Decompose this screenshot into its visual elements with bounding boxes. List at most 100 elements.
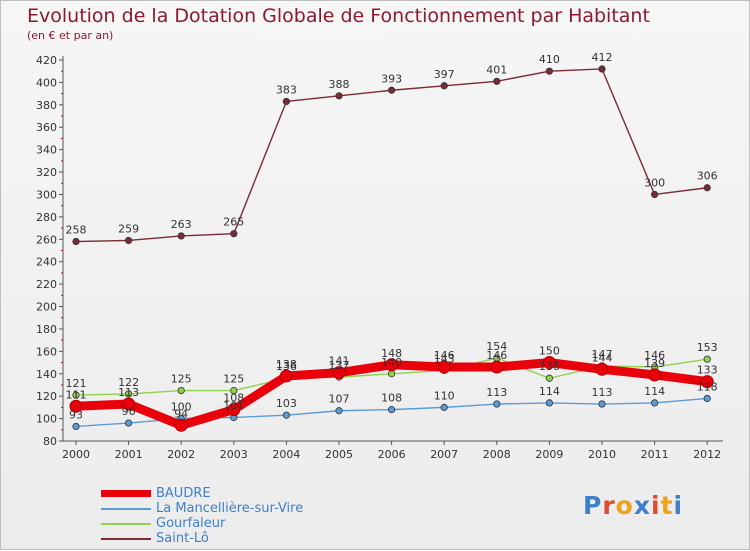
data-label: 133 [697,364,718,377]
y-tick-label: 340 [36,144,57,157]
data-point [440,403,448,411]
data-label: 114 [539,385,560,398]
data-label: 125 [171,373,192,386]
logo-letter: P [583,491,603,520]
data-point [493,400,501,408]
x-tick-label: 2003 [220,448,248,461]
y-tick-label: 300 [36,188,57,201]
data-point [703,184,711,192]
legend-label: La Mancellière-sur-Vire [156,501,304,516]
data-label: 141 [329,355,350,368]
y-tick-label: 320 [36,166,57,179]
legend-label: Gourfaleur [156,516,226,531]
data-point [72,422,80,431]
data-label: 401 [486,63,507,76]
data-label: 143 [434,352,455,365]
y-tick-label: 220 [36,278,57,291]
legend-swatch [101,523,151,525]
data-label: 114 [644,385,665,398]
data-label: 138 [276,358,297,371]
data-point [282,97,290,106]
data-point [387,86,396,94]
data-label: 118 [697,380,718,393]
data-label: 107 [329,393,350,406]
y-tick-label: 260 [36,233,57,246]
data-label: 113 [486,386,507,399]
data-label: 139 [644,357,665,370]
data-point [490,360,504,374]
data-point [122,397,136,411]
data-label: 122 [118,376,139,389]
data-label: 136 [539,360,560,373]
data-point [387,370,396,378]
data-label: 113 [118,386,139,399]
data-point [72,391,80,399]
data-label: 397 [434,68,455,81]
data-label: 125 [223,373,244,386]
data-point [545,399,554,407]
data-point [125,419,133,427]
x-tick-label: 2005 [325,448,353,461]
y-tick-label: 140 [36,368,57,381]
data-label: 144 [592,351,613,364]
data-point [700,375,714,389]
data-point [595,362,609,376]
logo-letter: i [673,491,684,520]
data-label: 265 [223,216,244,229]
data-point [72,237,80,246]
data-point [598,65,606,73]
y-tick-label: 180 [36,323,57,336]
data-point [125,236,133,245]
data-point [648,368,662,382]
logo-letter: i [651,491,661,520]
proxiti-logo: Proxiti [583,491,683,520]
data-point [598,400,606,408]
data-point [177,386,185,395]
logo-letter: r [602,491,616,520]
data-point [545,374,554,382]
data-label: 146 [486,349,507,362]
data-label: 263 [171,218,192,231]
data-label: 93 [69,408,83,421]
x-tick-label: 2000 [62,448,90,461]
data-label: 412 [592,51,613,64]
x-tick-label: 2001 [115,448,143,461]
y-tick-label: 380 [36,99,57,112]
data-label: 150 [539,345,560,358]
data-point [282,411,290,419]
data-label: 121 [66,377,87,390]
logo-letter: x [633,491,651,520]
data-point [703,394,711,403]
data-label: 383 [276,83,297,96]
data-point [437,360,451,374]
data-label: 306 [697,170,718,183]
x-tick-label: 2002 [167,448,195,461]
data-label: 259 [118,222,139,235]
chart-subtitle: (en € et par an) [27,29,114,42]
data-point [279,369,293,383]
y-tick-label: 360 [36,121,57,134]
x-tick-label: 2011 [641,448,669,461]
data-label: 94 [174,407,188,420]
legend-swatch [101,490,151,497]
data-point [230,230,238,238]
data-point [387,406,396,414]
data-label: 148 [381,347,402,360]
data-label: 101 [223,399,244,412]
data-point [650,399,659,407]
data-label: 96 [122,405,136,418]
data-label: 393 [381,72,402,85]
x-tick-label: 2007 [430,448,458,461]
logo-letter: t [660,491,674,520]
data-point [332,366,346,380]
x-tick-label: 2006 [378,448,406,461]
x-tick-label: 2004 [272,448,300,461]
data-label: 146 [644,349,665,362]
legend-swatch [101,508,151,510]
chart-title: Evolution de la Dotation Globale de Fonc… [27,5,650,27]
y-tick-label: 280 [36,211,57,224]
data-label: 146 [434,349,455,362]
data-label: 410 [539,53,560,66]
data-label: 108 [223,392,244,405]
